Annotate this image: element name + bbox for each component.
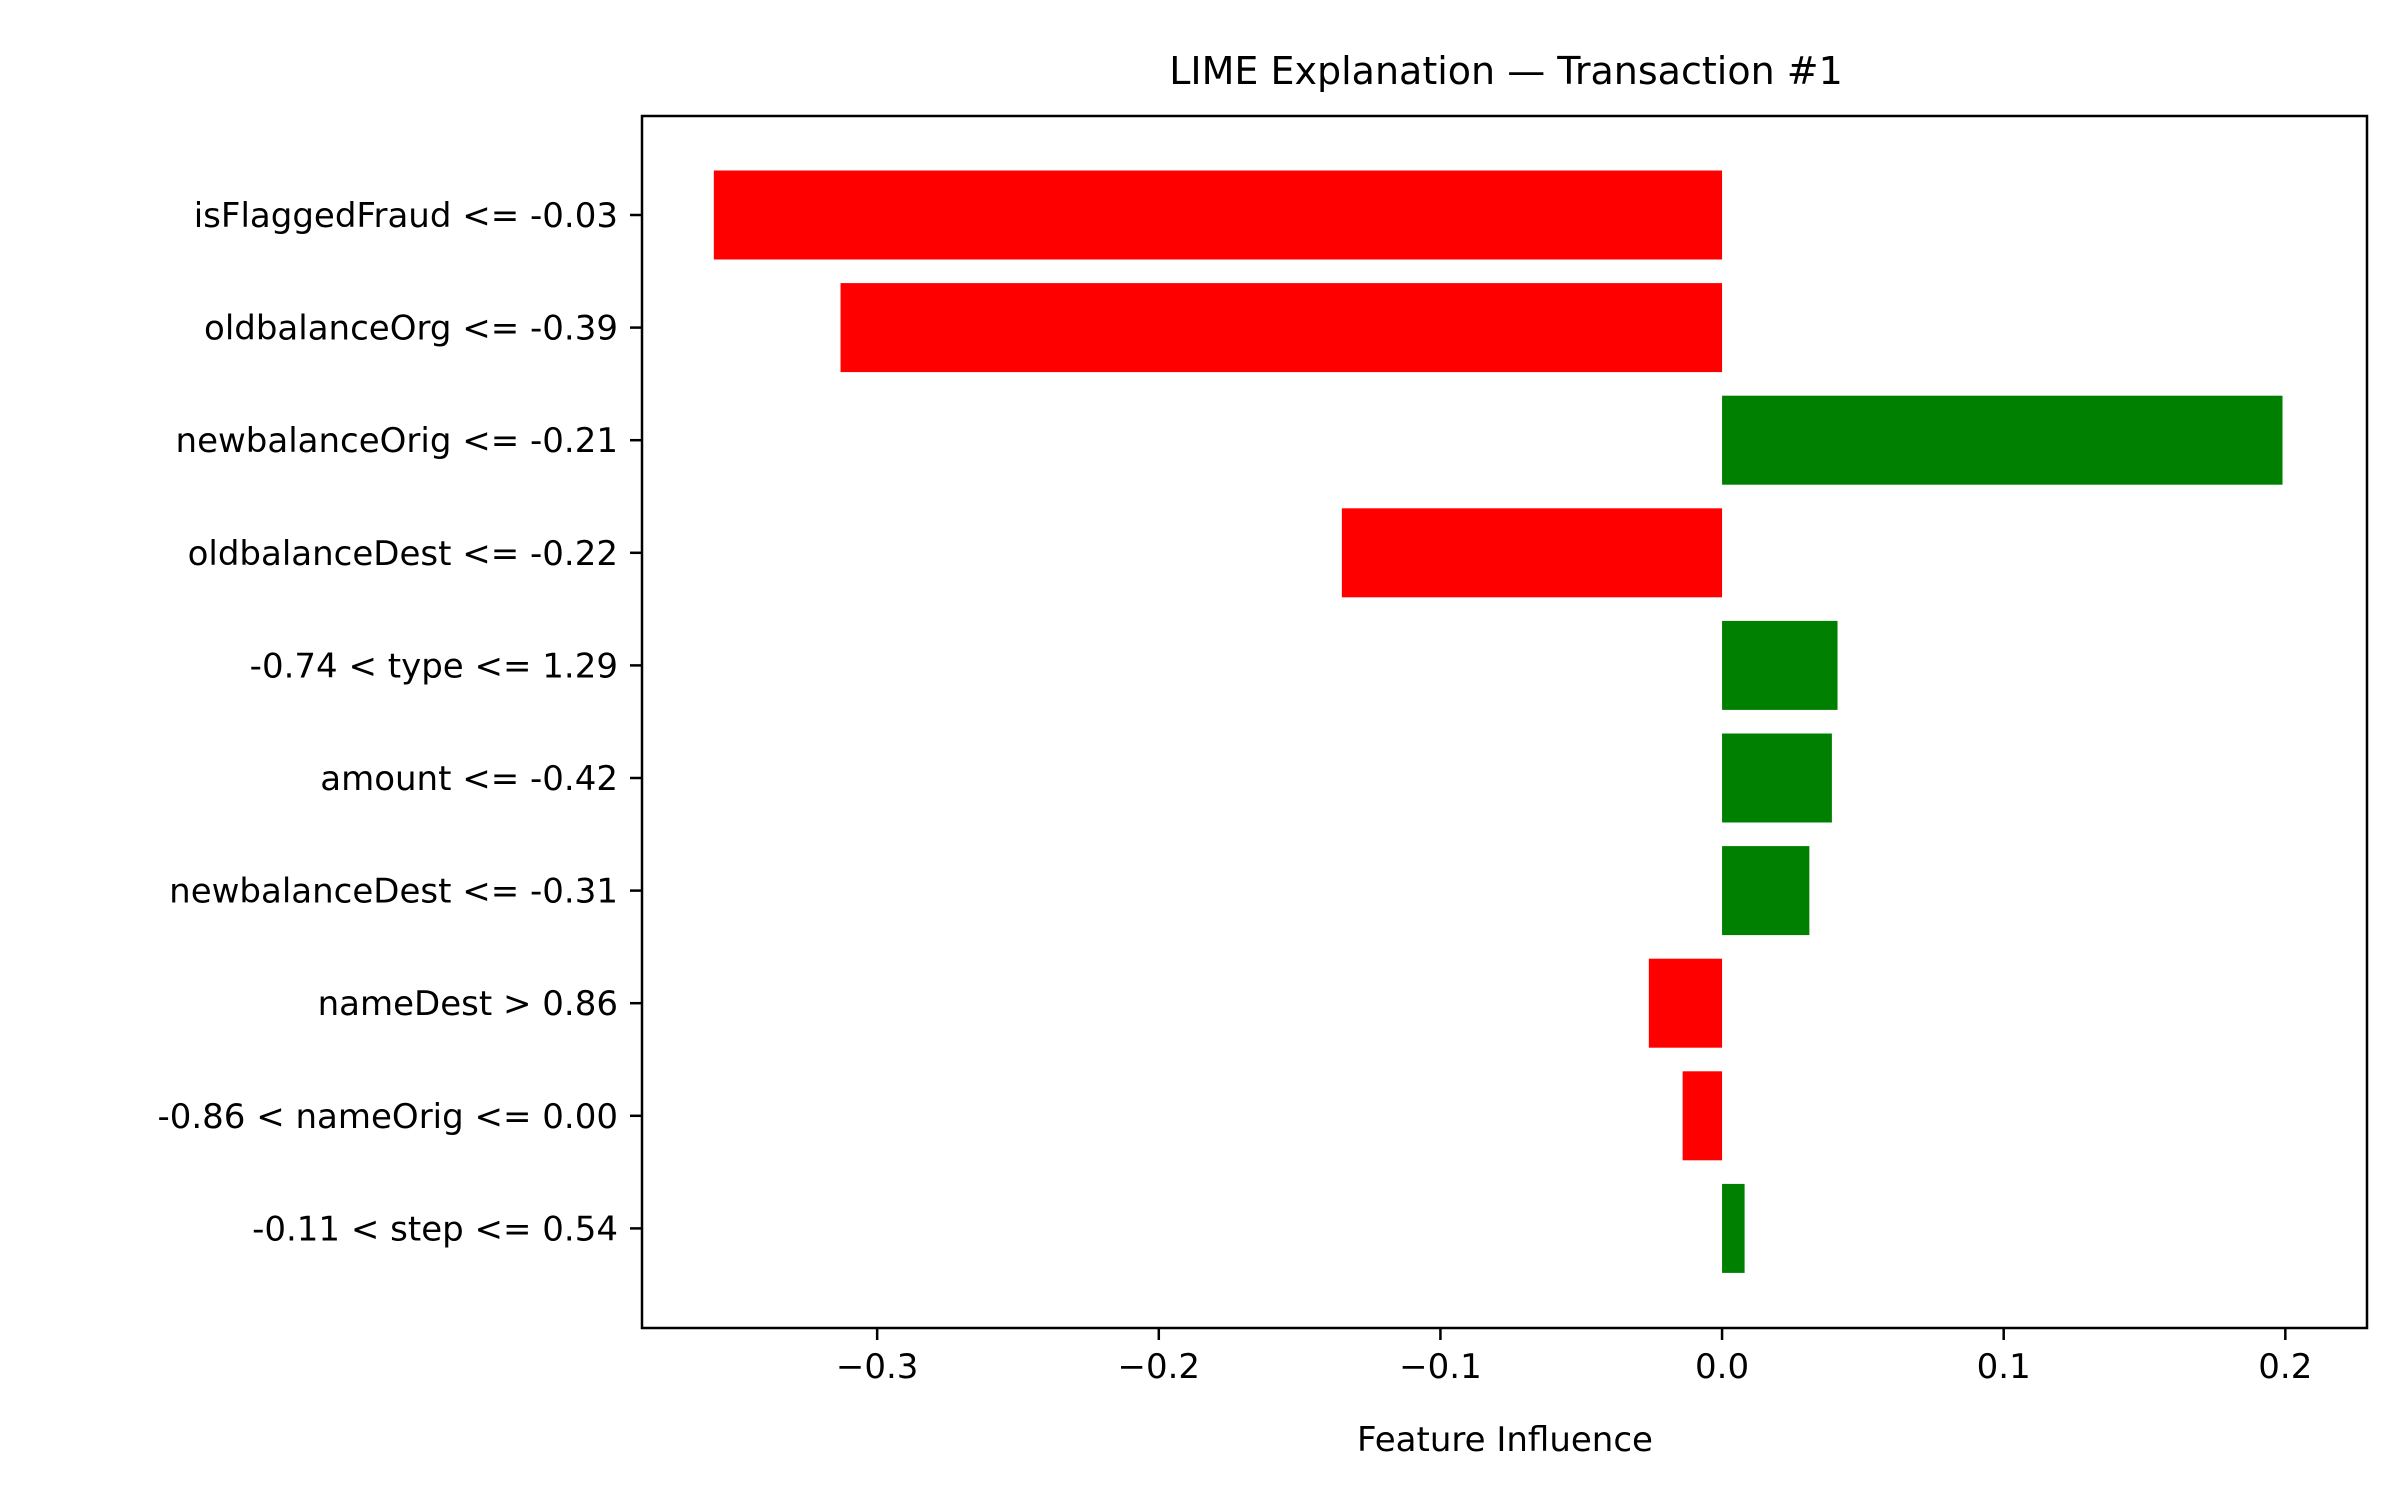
y-tick-label-3: oldbalanceDest <= -0.22 <box>188 534 618 574</box>
bars-layer <box>713 170 2283 1273</box>
y-axis: isFlaggedFraud <= -0.03 oldbalanceOrg <= … <box>157 196 642 1249</box>
x-axis-label: Feature Influence <box>1357 1420 1653 1460</box>
y-tick-label-7: nameDest > 0.86 <box>318 984 618 1024</box>
x-axis: −0.3 −0.2 −0.1 0.0 0.1 0.2 <box>836 1328 2312 1387</box>
chart-title: LIME Explanation — Transaction #1 <box>1169 49 1843 93</box>
y-tick-label-2: newbalanceOrig <= -0.21 <box>176 421 618 461</box>
bar-4 <box>1722 620 1838 710</box>
x-tick-label-5: 0.2 <box>2258 1347 2312 1387</box>
bar-6 <box>1722 846 1810 936</box>
x-tick-label-4: 0.1 <box>1977 1347 2031 1387</box>
bar-7 <box>1648 958 1723 1048</box>
bar-1 <box>840 283 1723 373</box>
x-tick-label-1: −0.2 <box>1118 1347 1201 1387</box>
bar-0 <box>713 170 1723 260</box>
y-tick-label-6: newbalanceDest <= -0.31 <box>169 872 618 912</box>
x-tick-label-2: −0.1 <box>1399 1347 1482 1387</box>
y-tick-label-0: isFlaggedFraud <= -0.03 <box>194 196 618 236</box>
y-tick-label-9: -0.11 < step <= 0.54 <box>252 1209 618 1249</box>
x-tick-label-3: 0.0 <box>1695 1347 1749 1387</box>
bar-3 <box>1341 508 1723 598</box>
x-tick-label-0: −0.3 <box>836 1347 919 1387</box>
bar-5 <box>1722 733 1832 823</box>
bar-9 <box>1722 1183 1745 1273</box>
y-tick-label-5: amount <= -0.42 <box>320 759 618 799</box>
bar-8 <box>1682 1071 1723 1161</box>
plot-frame <box>640 114 2369 1330</box>
y-tick-label-4: -0.74 < type <= 1.29 <box>250 646 618 686</box>
bar-2 <box>1722 395 2283 485</box>
y-tick-label-1: oldbalanceOrg <= -0.39 <box>204 309 618 349</box>
y-tick-label-8: -0.86 < nameOrig <= 0.00 <box>157 1097 618 1137</box>
